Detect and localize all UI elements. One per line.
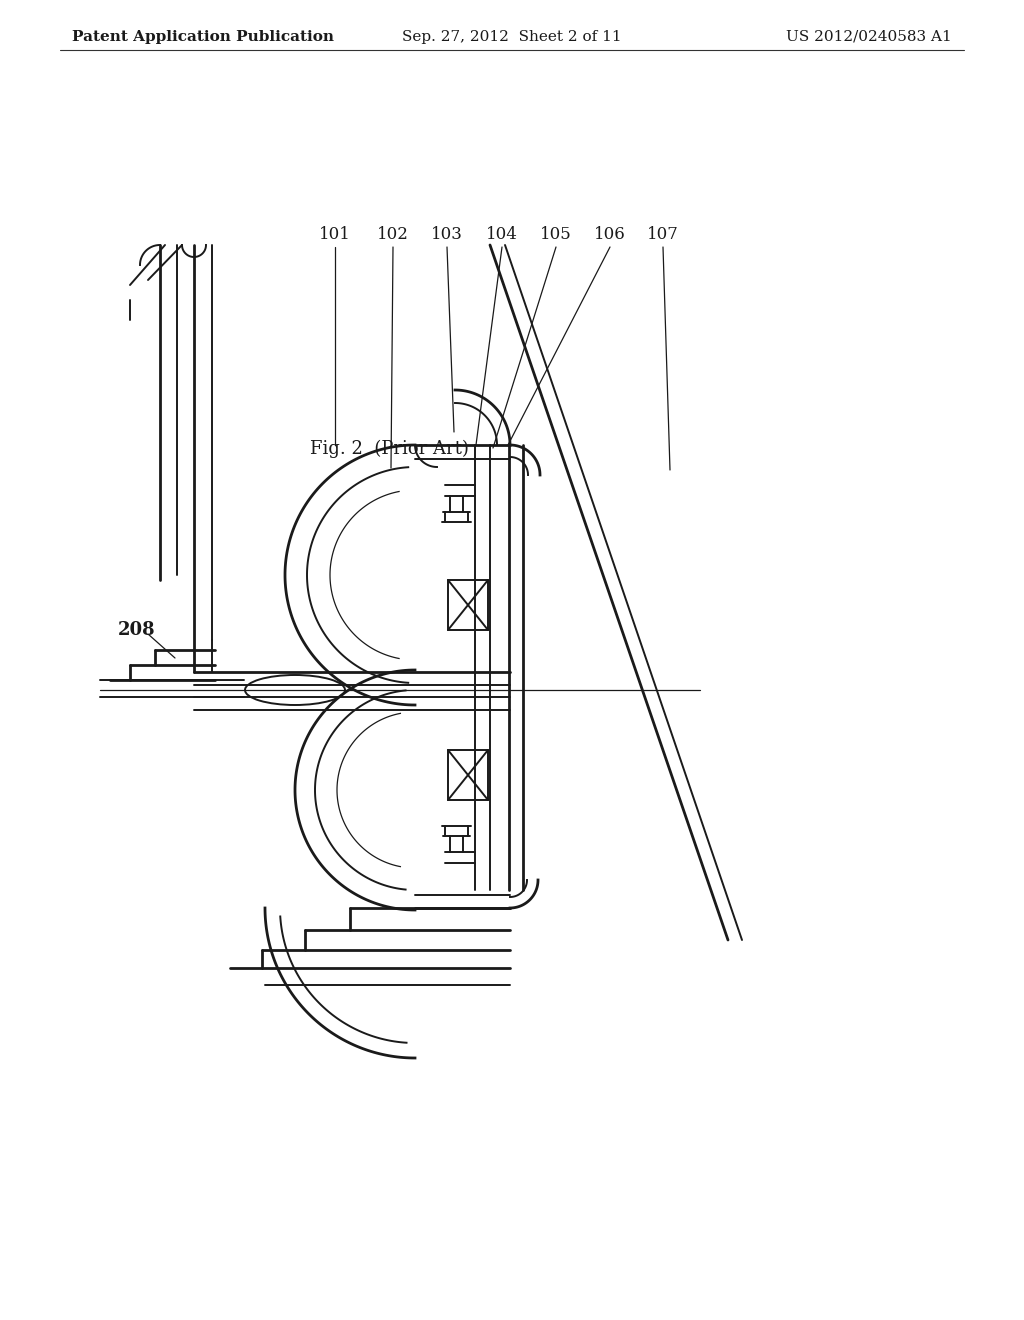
Text: 104: 104 (486, 226, 518, 243)
Text: 106: 106 (594, 226, 626, 243)
Text: 103: 103 (431, 226, 463, 243)
Text: 105: 105 (540, 226, 571, 243)
Text: 107: 107 (647, 226, 679, 243)
Text: 102: 102 (377, 226, 409, 243)
Text: Sep. 27, 2012  Sheet 2 of 11: Sep. 27, 2012 Sheet 2 of 11 (402, 30, 622, 44)
Text: 208: 208 (118, 620, 156, 639)
Text: Patent Application Publication: Patent Application Publication (72, 30, 334, 44)
Text: US 2012/0240583 A1: US 2012/0240583 A1 (786, 30, 952, 44)
Text: Fig. 2  (Prior Art): Fig. 2 (Prior Art) (310, 440, 469, 458)
Text: 101: 101 (319, 226, 351, 243)
